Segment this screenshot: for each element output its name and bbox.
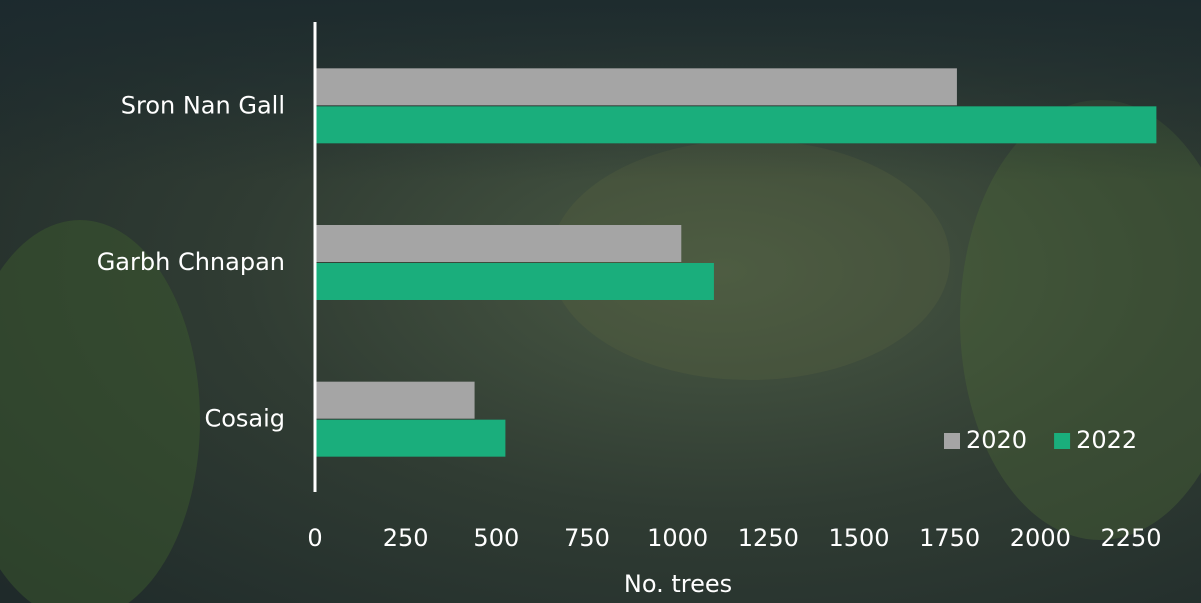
x-tick-label: 0: [307, 524, 322, 552]
x-tick-label: 1250: [738, 524, 799, 552]
x-tick-label: 500: [473, 524, 519, 552]
x-tick-label: 1750: [919, 524, 980, 552]
bar: [315, 106, 1157, 144]
x-axis-label: No. trees: [624, 570, 732, 598]
y-tick-label: Cosaig: [204, 405, 285, 433]
y-tick-label: Garbh Chnapan: [97, 248, 285, 276]
x-tick-label: 1000: [647, 524, 708, 552]
bar: [315, 263, 714, 300]
legend-label: 2020: [966, 426, 1027, 454]
x-tick-label: 2000: [1010, 524, 1071, 552]
x-tick-label: 1500: [828, 524, 889, 552]
bar: [315, 419, 506, 457]
bar: [315, 381, 475, 419]
bar: [315, 225, 682, 262]
x-tick-label: 750: [564, 524, 610, 552]
legend-swatch: [944, 433, 960, 449]
y-tick-label: Sron Nan Gall: [121, 91, 285, 119]
legend-swatch: [1054, 433, 1071, 449]
legend-label: 2022: [1076, 426, 1137, 454]
bar: [315, 68, 957, 106]
x-tick-label: 250: [383, 524, 429, 552]
x-tick-label: 2250: [1100, 524, 1161, 552]
